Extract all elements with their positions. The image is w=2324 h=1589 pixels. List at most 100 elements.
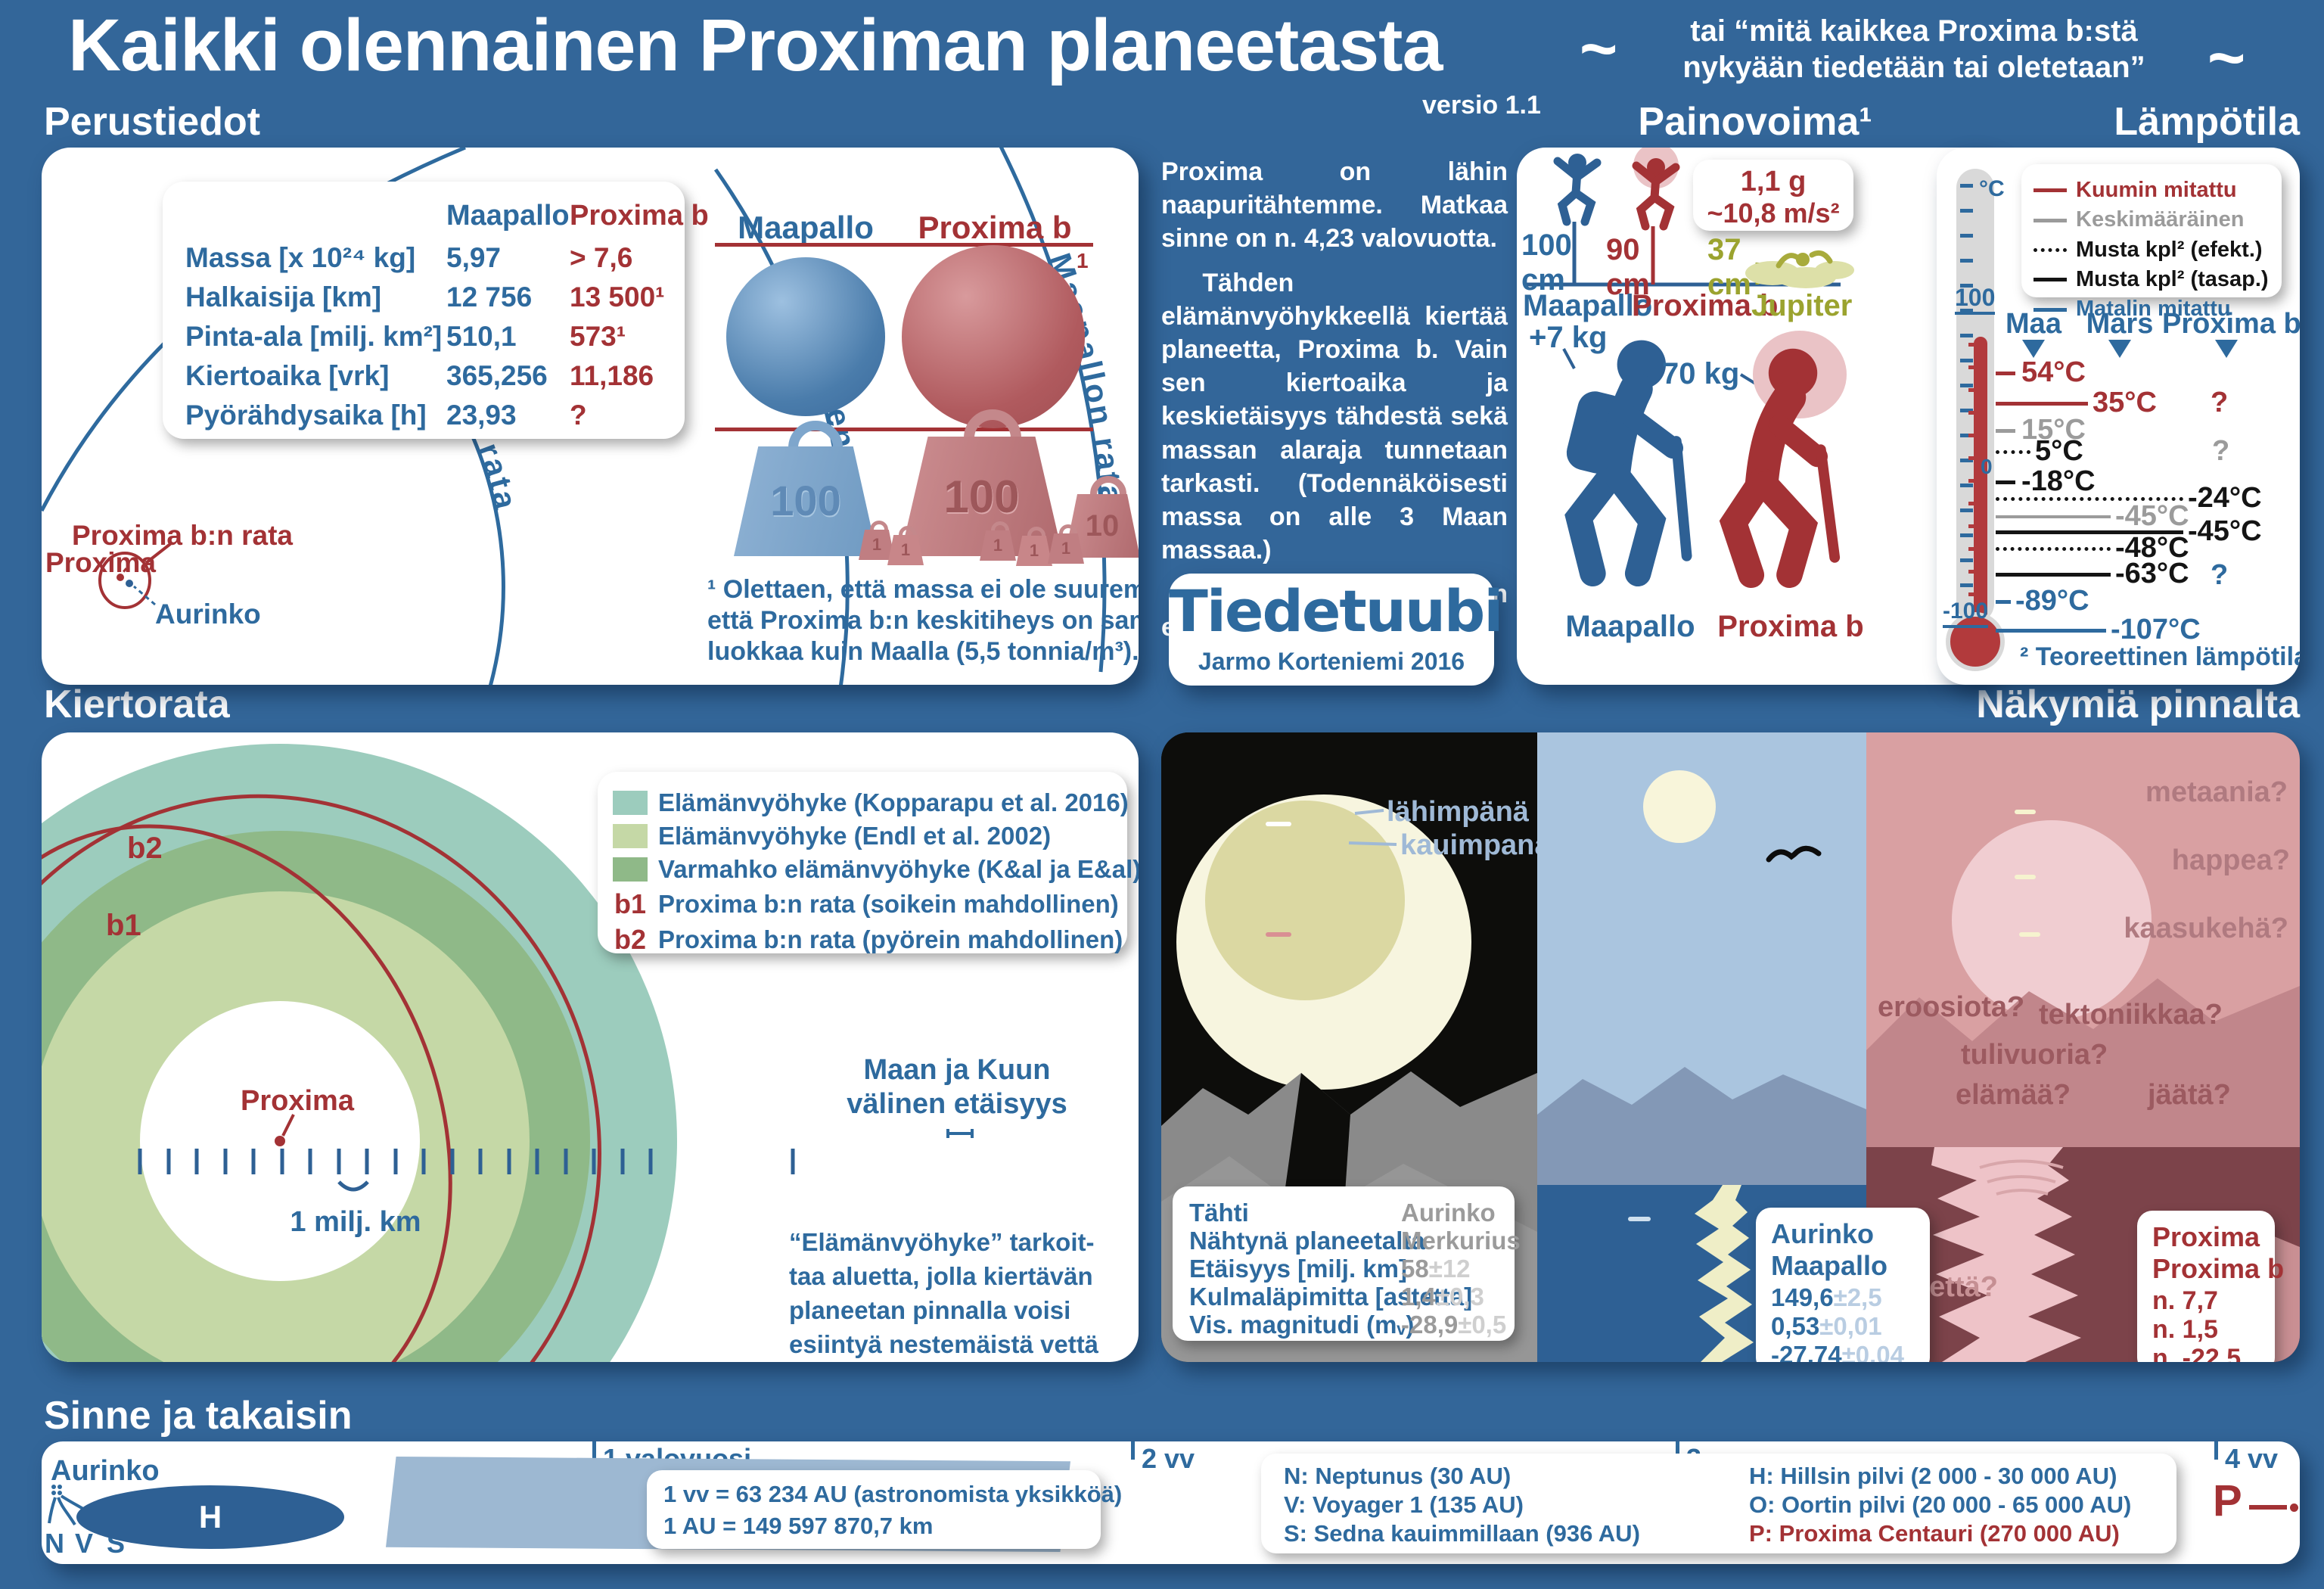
card-value: Aurinko: [1771, 1218, 1875, 1249]
distance-legend-card: N: Neptunus (30 AU) V: Voyager 1 (135 AU…: [1261, 1454, 2176, 1553]
orbit-b2-label: b2: [127, 832, 163, 865]
tilde-left-icon: ~: [1580, 13, 1618, 86]
hiker-proxima-icon: [1719, 348, 1841, 589]
page-title: Kaikki olennainen Proximan planeetasta: [68, 4, 1443, 86]
size-tick-near: [1266, 932, 1291, 937]
lightyear-tick: [592, 1441, 596, 1460]
habitable-zone-diagram: [42, 744, 795, 1362]
card-value: Aurinko: [1401, 1199, 1496, 1227]
legend-voyager: V: Voyager 1 (135 AU): [1284, 1491, 1524, 1518]
gravity-value-g: 1,1 g: [1740, 166, 1807, 197]
section-perustiedot: Perustiedot: [44, 100, 261, 144]
card-label: Kulmaläpimitta [astetta]: [1189, 1283, 1473, 1311]
card-label: Tähti: [1189, 1199, 1249, 1227]
temp-col-proxima: Proxima b: [2162, 308, 2300, 340]
surface-views-panel: lähimpänä kauimpana Tähti Aurinko Nähtyn…: [1161, 732, 2300, 1362]
card-value: Maapallo: [1771, 1250, 1888, 1281]
weight-number: 1: [900, 540, 911, 560]
proxima-b-orbit-ellipse: [98, 552, 151, 609]
painovoima-panel: 1,1 g ~10,8 m/s² 100 cm 90 cm 37 cm Maapall…: [1517, 148, 1997, 685]
proxima-endpoint-dot: [2290, 1503, 2298, 1512]
section-lampotila: Lämpötila: [2114, 100, 2300, 144]
legend-blackbody-eff: Musta kpl² (efekt.): [2076, 237, 2263, 262]
legend-zone-sure: Varmahko elämänvyöhyke (K&al ja E&al): [658, 854, 1139, 883]
table-cell: 365,256: [446, 360, 548, 391]
proxima-label: Proxima: [45, 547, 157, 578]
marker-n: N: [45, 1528, 64, 1559]
orbit-b2: [42, 794, 601, 1362]
hills-cloud-label: H: [198, 1498, 222, 1535]
card-value: n. 7,7: [2152, 1286, 2218, 1315]
tick-label-4: 4 vv: [2225, 1443, 2279, 1474]
mass-footnote-2: että Proxima b:n keskitiheys on samaa: [707, 606, 1139, 635]
marker-v: V: [75, 1528, 94, 1559]
jump-height-jupiter: 37 cm: [1707, 233, 1751, 301]
question-ice: jäätä?: [2148, 1079, 2231, 1111]
proxima-center-label: Proxima: [241, 1085, 354, 1117]
card-value: -27,74±0,04: [1771, 1341, 1904, 1362]
thermo-scale-0: 0: [1981, 455, 1993, 478]
travel-panel: 1 valovuosi 2 vv 3 vv 4 vv Aurinko N V S…: [42, 1441, 2300, 1564]
gravity-value-ms2: ~10,8 m/s²: [1707, 197, 1840, 229]
ruler-ticks: [138, 1149, 795, 1174]
view-card-mercury: Tähti Aurinko Nähtynä planeetalta Merkur…: [1173, 1186, 1521, 1341]
section-painovoima: Painovoima¹: [1638, 100, 1872, 144]
kiertorata-panel: b2 b1 Proxima 1 milj. km Elämänvyöhyke (…: [42, 732, 1139, 1362]
lightyear-tick: [1131, 1441, 1135, 1460]
sun-dot: [126, 580, 133, 587]
table-col-proxima: Proxima b: [570, 200, 709, 232]
temp-mars-hot: 35°C: [2093, 387, 2157, 418]
jump-label-jupiter: Jupiter: [1751, 289, 1853, 322]
view-card-proxima: Proxima Proxima b n. 7,7 n. 1,5 n. -22,5: [2137, 1211, 2284, 1362]
card-value: Merkurius: [1401, 1227, 1521, 1255]
table-cell: 23,93: [446, 400, 517, 431]
thermometer-bulb: [1946, 612, 2005, 671]
moon-distance-line2: välinen etäisyys: [847, 1088, 1067, 1120]
weight-1: 1: [887, 526, 924, 565]
temp-maa-avg: 15°C: [2021, 414, 2086, 446]
card-value: 58±12: [1401, 1255, 1471, 1283]
temp-maa-hot: 54°C: [2021, 356, 2086, 388]
thermo-scale-m100: -100: [1943, 599, 1989, 628]
proxima-center-dot: [275, 1136, 285, 1146]
jumper-earth-icon: [1553, 154, 1602, 226]
table-cell: ?: [570, 400, 587, 431]
jumper-proxima-icon: [1632, 158, 1680, 231]
scale-label: 1 milj. km: [290, 1206, 421, 1238]
zone-legend: Elämänvyöhyke (Kopparapu et al. 2016) El…: [598, 772, 1139, 956]
diameter-footnote-sup: 1: [1077, 249, 1089, 272]
quote-line: taa aluetta, jolla kiertävän: [789, 1262, 1093, 1290]
unit-info-card: 1 vv = 63 234 AU (astronomista yksikköä)…: [647, 1470, 1122, 1549]
question-atmosphere: kaasukehä?: [2124, 913, 2288, 944]
temp-mars-eq: -63°C: [2115, 558, 2189, 589]
legend-sedna: S: Sedna kauimmillaan (936 AU): [1284, 1520, 1640, 1547]
title-version: versio 1.1: [1422, 91, 1541, 120]
logo-credit: Jarmo Korteniemi 2016: [1198, 648, 1465, 675]
quote-line: planeetan pinnalla voisi: [789, 1296, 1071, 1324]
quote-line: “Elämänvyöhyke” tarkoit-: [789, 1228, 1095, 1256]
compare-earth-label: Maapallo: [738, 210, 874, 245]
legend-coldest: Matalin mitattu: [2076, 297, 2231, 322]
hiker-mass-label: 70 kg: [1662, 357, 1740, 390]
temp-maa-cold: -89°C: [2015, 585, 2089, 617]
proxima-star-dot: [117, 574, 124, 581]
table-cell: 573¹: [570, 321, 626, 352]
legend-hills: H: Hillsin pilvi (2 000 - 30 000 AU): [1749, 1463, 2117, 1489]
table-row-label: Massa [x 10²⁴ kg]: [185, 242, 416, 273]
legend-proxima-distance: P: Proxima Centauri (270 000 AU): [1749, 1520, 2120, 1547]
table-row-label: Kiertoaika [vrk]: [185, 360, 390, 391]
table-cell: 12 756: [446, 281, 533, 313]
weight-number: 1: [1061, 539, 1071, 558]
legend-b2-key: b2: [614, 924, 646, 956]
question-life: elämää?: [1956, 1079, 2071, 1111]
thermometer-mercury: [1974, 337, 1987, 633]
table-cell: 13 500¹: [570, 281, 665, 313]
question-tectonics: tektoniikkaa?: [2039, 999, 2223, 1031]
temp-mars-cold: -107°C: [2111, 614, 2201, 645]
section-sinne: Sinne ja takaisin: [44, 1394, 353, 1438]
size-tick-far: [1266, 822, 1291, 826]
backpack-label: +7 kg: [1529, 321, 1608, 354]
weight-1: 1: [1048, 524, 1084, 564]
bird-icon: [1766, 845, 1822, 863]
hills-cloud: H: [76, 1485, 344, 1549]
